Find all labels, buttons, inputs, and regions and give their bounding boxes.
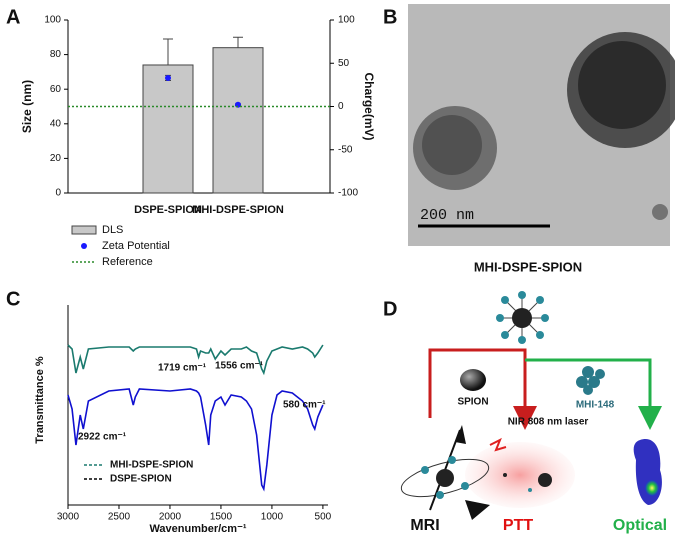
y2-tick-label: -100 [338,188,358,199]
nanoparticle-icon [496,291,549,344]
mode-label: MRI [410,517,439,534]
point [165,74,171,81]
x-tick-label: 2000 [159,512,182,523]
y2-tick-label: 0 [338,101,344,112]
legend-swatch [81,243,87,249]
x-tick-label: DSPE-SPION [134,204,202,216]
x-tick-label: 1500 [210,512,233,523]
y-tick-label: 80 [50,49,62,60]
panel-label: C [6,288,20,310]
y-tick-label: 40 [50,118,62,129]
y-axis-label: Transmittance % [34,356,46,444]
x-tick-label: 1000 [261,512,284,523]
spectrum-line [67,388,324,492]
y-tick-label: 100 [44,15,61,26]
error-bar [163,38,173,65]
panel-label: A [6,6,20,28]
tem-image [408,4,675,246]
x-axis-label: Wavenumber/cm⁻¹ [149,523,246,535]
axis-frame [67,20,331,194]
x-tick-label: MHI-DSPE-SPION [192,204,284,216]
annotation: 580 cm⁻¹ [283,400,326,411]
mri-icon [400,425,490,520]
mode-label: Optical [613,517,667,534]
legend-label: DLS [102,224,123,236]
annotation: 1556 cm⁻¹ [215,361,264,372]
mode-label: PTT [503,517,533,534]
diagram-label: MHI-148 [576,400,615,411]
y-tick-label: 20 [50,153,62,164]
annotation: 2922 cm⁻¹ [78,432,127,443]
legend-label: Zeta Potential [102,240,170,252]
diagram-label: NIR 808 nm laser [508,417,589,428]
y2-tick-label: 50 [338,58,350,69]
error-bar [233,36,243,48]
y-tick-label: 60 [50,84,62,95]
bar [142,64,194,194]
panel-label: D [383,298,397,320]
legend-label: MHI-DSPE-SPION [110,460,193,471]
diagram [400,291,662,520]
bar [212,47,264,194]
y-axis-label: Size (nm) [20,80,34,133]
scale-bar-label: 200 nm [420,207,474,224]
y-tick-label: 0 [55,188,61,199]
x-tick-label: 2500 [108,512,131,523]
legend-swatch [71,225,97,235]
legend-label: DSPE-SPION [110,474,172,485]
panel-label: B [383,6,397,28]
y2-axis-label: Charge(mV) [362,72,376,140]
caption: MHI-DSPE-SPION [474,259,582,274]
y2-tick-label: 100 [338,15,355,26]
y2-tick-label: -50 [338,144,353,155]
spectrum-line [67,344,324,376]
annotation: 1719 cm⁻¹ [158,363,207,374]
x-tick-label: 3000 [57,512,80,523]
x-tick-label: 500 [315,512,332,523]
diagram-label: SPION [457,397,488,408]
legend-label: Reference [102,256,153,268]
